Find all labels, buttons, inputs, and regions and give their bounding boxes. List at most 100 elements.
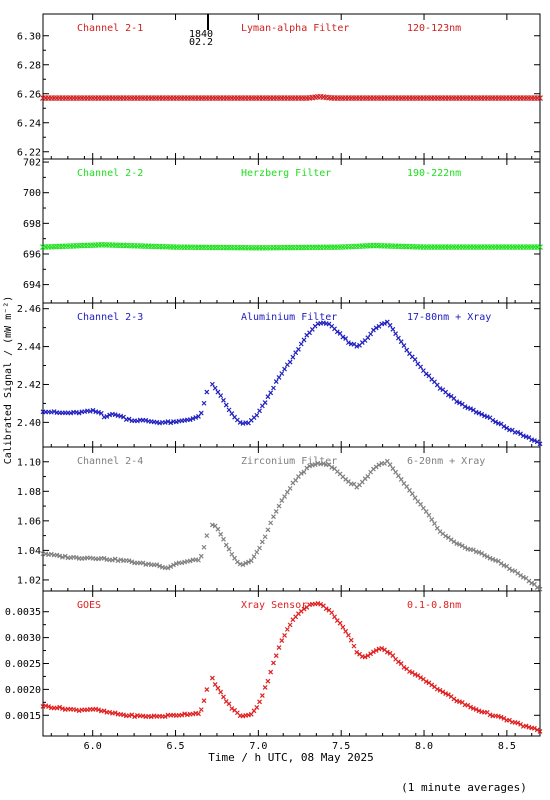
data-point <box>284 626 290 632</box>
data-point <box>468 704 474 710</box>
y-tick-label: 6.24 <box>17 118 41 129</box>
data-point <box>351 643 357 649</box>
data-point <box>437 687 443 693</box>
data-point <box>209 381 215 387</box>
y-tick-label: 696 <box>23 249 41 260</box>
data-point <box>201 698 207 704</box>
data-point <box>418 364 424 370</box>
filter-label: Herzberg Filter <box>241 168 331 179</box>
data-point <box>368 651 374 657</box>
data-point <box>296 346 301 352</box>
data-point <box>246 559 251 565</box>
data-point <box>401 664 407 670</box>
data-point <box>368 331 374 337</box>
data-point <box>440 689 446 695</box>
data-point <box>343 628 349 634</box>
data-point <box>537 244 543 251</box>
data-point <box>273 379 279 384</box>
data-point <box>484 554 490 560</box>
data-point <box>248 558 254 564</box>
data-point <box>268 520 274 526</box>
data-point <box>243 560 249 566</box>
data-point <box>534 727 540 733</box>
data-point <box>107 709 113 715</box>
data-point <box>470 547 476 553</box>
data-point <box>507 717 512 723</box>
data-point <box>354 343 360 349</box>
data-point <box>132 714 138 720</box>
data-point <box>329 610 335 616</box>
data-point <box>340 624 346 630</box>
data-point <box>376 462 382 468</box>
data-point <box>265 527 271 533</box>
data-point <box>165 565 171 571</box>
series-points <box>40 319 543 447</box>
data-point <box>60 706 65 711</box>
data-point <box>476 708 482 714</box>
data-point <box>345 632 351 638</box>
data-point <box>165 419 171 425</box>
data-point <box>332 614 337 620</box>
data-point <box>46 704 51 710</box>
data-point <box>287 622 293 628</box>
data-point <box>340 334 346 340</box>
data-point <box>212 385 218 391</box>
data-point <box>218 689 224 695</box>
data-point <box>432 521 437 527</box>
y-tick-label: 2.40 <box>17 418 41 429</box>
data-point <box>523 723 529 729</box>
data-point <box>468 406 474 412</box>
data-point <box>387 462 393 468</box>
data-point <box>215 526 221 532</box>
data-point <box>412 671 418 677</box>
data-point <box>282 366 287 372</box>
data-point <box>379 645 385 651</box>
y-tick-label: 2.46 <box>17 304 41 315</box>
data-point <box>273 509 279 514</box>
data-point <box>457 542 462 547</box>
data-point <box>201 400 207 406</box>
data-point <box>240 562 246 568</box>
data-point <box>298 470 304 476</box>
data-point <box>398 477 404 482</box>
data-point <box>407 669 412 674</box>
data-point <box>109 557 115 563</box>
data-point <box>365 335 371 341</box>
data-point <box>370 649 376 655</box>
data-point <box>257 545 262 551</box>
data-point <box>254 412 260 418</box>
x-tick-label: 6.0 <box>84 741 102 752</box>
data-point <box>148 714 154 720</box>
data-point <box>390 326 396 332</box>
data-point <box>504 425 510 431</box>
data-point <box>437 386 443 391</box>
data-point <box>490 556 496 562</box>
data-point <box>423 509 429 514</box>
y-tick-label: 2.42 <box>17 380 41 391</box>
data-point <box>112 710 118 716</box>
data-point <box>345 340 351 346</box>
data-point <box>479 411 485 417</box>
data-point <box>334 329 340 335</box>
y-tick-label: 698 <box>23 219 41 230</box>
data-point <box>445 692 451 698</box>
y-tick-label: 6.30 <box>17 31 41 42</box>
data-point <box>76 410 82 416</box>
data-point <box>476 410 482 416</box>
data-point <box>393 331 399 337</box>
data-point <box>423 679 429 684</box>
data-point <box>62 553 68 559</box>
data-point <box>532 725 537 731</box>
x-tick-label: 8.5 <box>498 741 516 752</box>
data-point <box>365 473 371 479</box>
data-point <box>254 549 260 555</box>
data-point <box>101 708 107 714</box>
data-point <box>454 399 460 405</box>
data-point <box>254 704 260 710</box>
series-points <box>40 458 543 592</box>
data-point <box>532 438 537 443</box>
data-point <box>190 416 196 422</box>
y-axis-label: Calibrated Signal / (mW m⁻²) <box>3 296 14 465</box>
data-point <box>276 375 282 380</box>
y-tick-label: 1.02 <box>17 575 41 586</box>
